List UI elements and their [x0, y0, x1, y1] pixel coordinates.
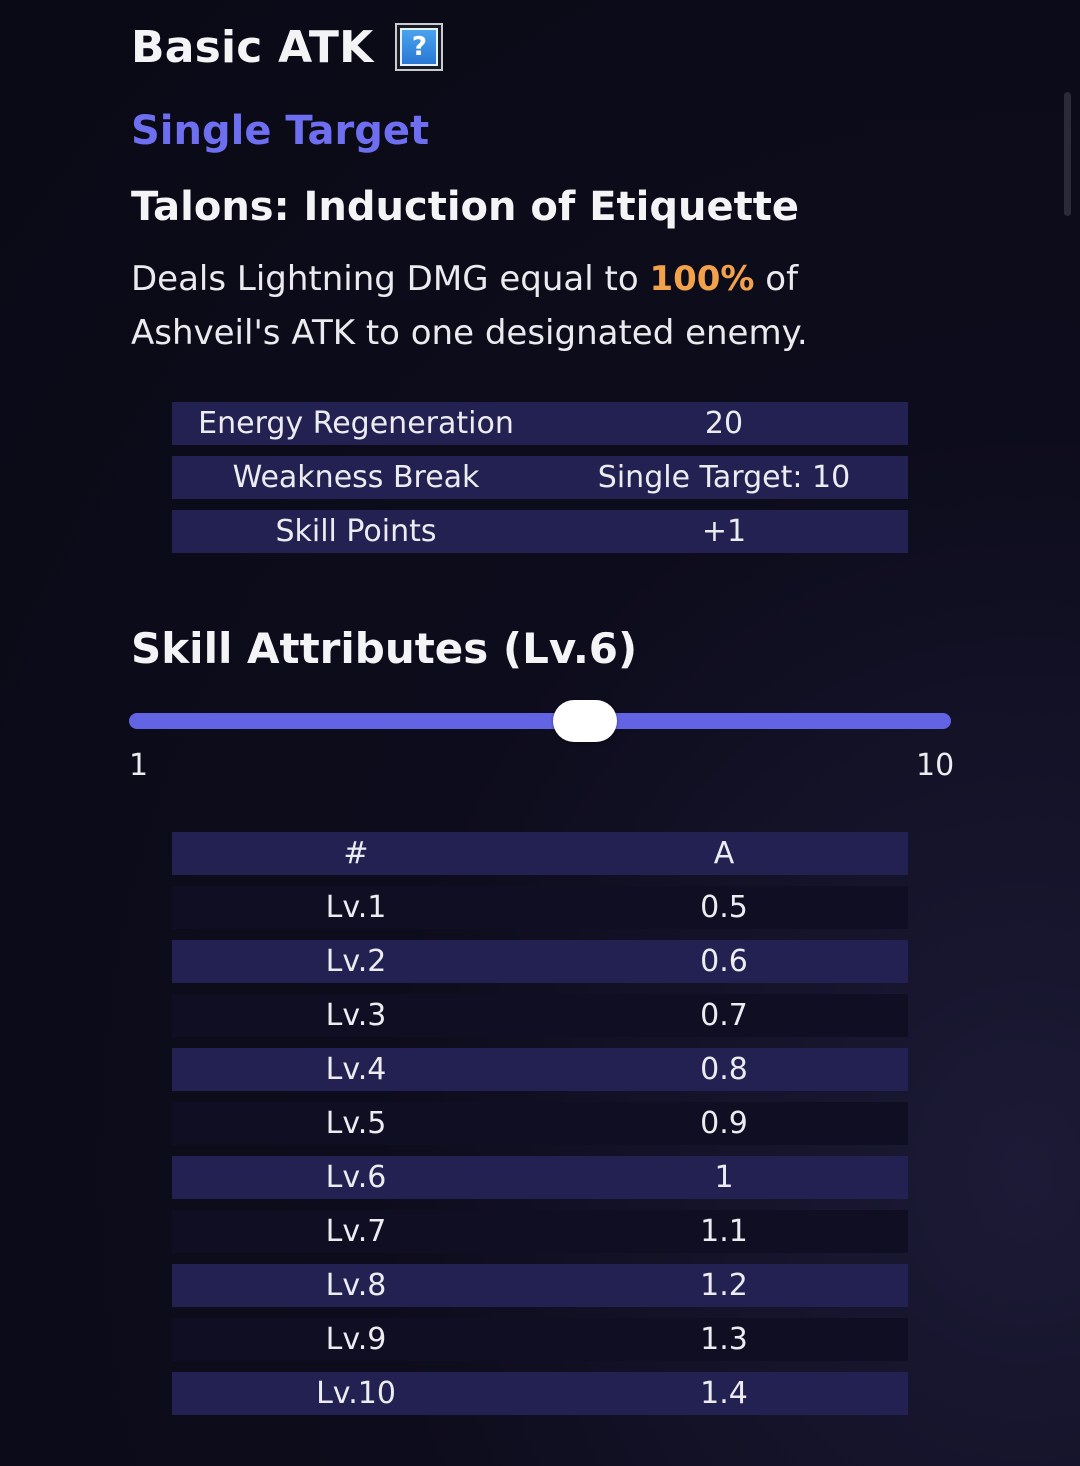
level-cell: Lv.5 — [325, 1106, 387, 1141]
info-row-skill-points: Skill Points +1 — [172, 510, 908, 553]
level-cell: Lv.4 — [325, 1052, 387, 1087]
slider-track[interactable] — [129, 713, 951, 729]
info-value: Single Target: 10 — [597, 460, 851, 495]
section-header: Basic ATK ? — [131, 18, 444, 76]
level-slider[interactable] — [129, 700, 951, 742]
skill-description: Deals Lightning DMG equal to 100% of Ash… — [131, 252, 891, 360]
value-cell: 1.2 — [700, 1268, 748, 1303]
value-cell: 0.6 — [700, 944, 748, 979]
level-cell: Lv.3 — [325, 998, 387, 1033]
info-label: Weakness Break — [232, 460, 480, 495]
table-row: Lv.5 0.9 — [172, 1102, 908, 1145]
value-cell: 0.5 — [700, 890, 748, 925]
info-label: Energy Regeneration — [198, 406, 514, 441]
attack-type-label: Single Target — [131, 108, 430, 154]
table-row: Lv.2 0.6 — [172, 940, 908, 983]
section-title: Basic ATK — [131, 21, 374, 73]
value-cell: 0.7 — [700, 998, 748, 1033]
skill-attributes-table: # A Lv.1 0.5 Lv.2 0.6 Lv.3 0.7 Lv.4 0.8 … — [172, 832, 908, 1426]
level-cell: Lv.2 — [325, 944, 387, 979]
table-row: Lv.9 1.3 — [172, 1318, 908, 1361]
table-row: Lv.7 1.1 — [172, 1210, 908, 1253]
value-cell: 1.3 — [700, 1322, 748, 1357]
level-cell: Lv.8 — [325, 1268, 387, 1303]
skill-name: Talons: Induction of Etiquette — [131, 184, 799, 230]
table-row: Lv.4 0.8 — [172, 1048, 908, 1091]
level-cell: Lv.1 — [325, 890, 387, 925]
slider-min-label: 1 — [129, 748, 149, 783]
value-cell: 1.4 — [700, 1376, 748, 1411]
table-row: Lv.3 0.7 — [172, 994, 908, 1037]
info-row-energy-regeneration: Energy Regeneration 20 — [172, 402, 908, 445]
info-value: +1 — [701, 514, 747, 549]
level-cell: Lv.7 — [325, 1214, 387, 1249]
slider-thumb[interactable] — [552, 700, 617, 742]
table-header-row: # A — [172, 832, 908, 875]
value-cell: 0.9 — [700, 1106, 748, 1141]
info-value: 20 — [704, 406, 744, 441]
table-row: Lv.1 0.5 — [172, 886, 908, 929]
value-cell: 0.8 — [700, 1052, 748, 1087]
value-cell: 1.1 — [700, 1214, 748, 1249]
value-cell: 1 — [714, 1160, 734, 1195]
column-header-level: # — [343, 836, 369, 871]
page-scrollbar[interactable] — [1064, 92, 1071, 216]
table-row: Lv.10 1.4 — [172, 1372, 908, 1415]
table-row: Lv.6 1 — [172, 1156, 908, 1199]
column-header-a: A — [713, 836, 735, 871]
skill-info-table: Energy Regeneration 20 Weakness Break Si… — [172, 402, 908, 564]
description-highlight: 100% — [649, 259, 755, 299]
question-mark-icon[interactable]: ? — [395, 23, 444, 71]
level-cell: Lv.10 — [316, 1376, 396, 1411]
slider-max-label: 10 — [916, 748, 955, 783]
skill-attributes-title: Skill Attributes (Lv.6) — [131, 624, 638, 673]
description-text-before: Deals Lightning DMG equal to — [131, 259, 650, 299]
table-row: Lv.8 1.2 — [172, 1264, 908, 1307]
description-text-after: of Ashveil's ATK to one designated enemy… — [131, 259, 808, 353]
info-row-weakness-break: Weakness Break Single Target: 10 — [172, 456, 908, 499]
info-label: Skill Points — [275, 514, 437, 549]
level-cell: Lv.9 — [325, 1322, 387, 1357]
level-cell: Lv.6 — [325, 1160, 387, 1195]
